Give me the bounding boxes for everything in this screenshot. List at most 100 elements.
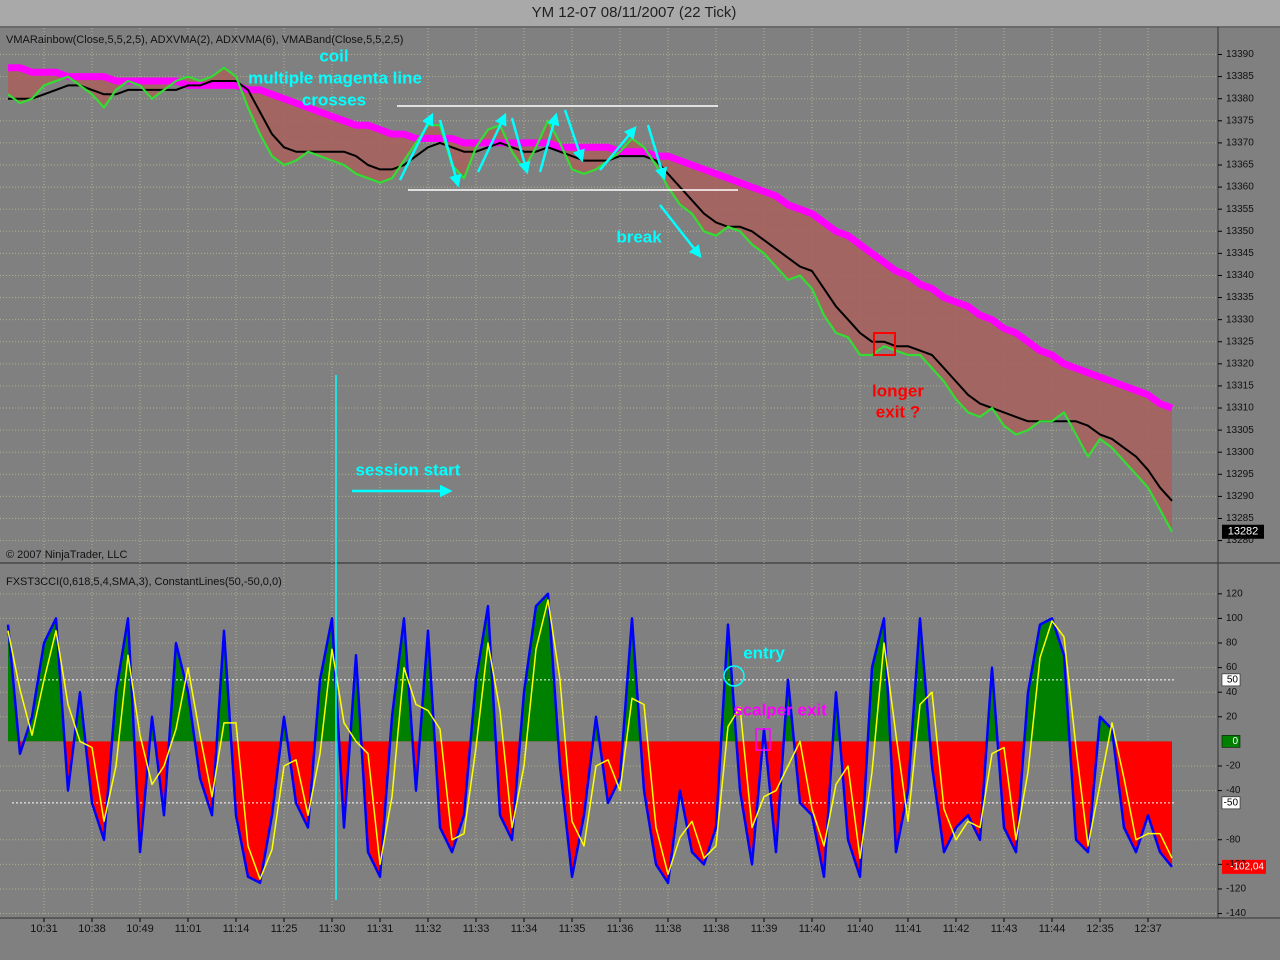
annotation: coil (319, 46, 348, 65)
y-tick-label: 13295 (1226, 469, 1254, 480)
exit-box (873, 332, 896, 356)
indicator-label: VMARainbow(Close,5,5,2,5), ADXVMA(2), AD… (6, 34, 403, 46)
y-tick-label: 13280 (1226, 535, 1254, 546)
arrow (438, 119, 462, 188)
x-tick-label: 11:38 (703, 923, 730, 935)
annotation: longer (872, 381, 924, 400)
y-tick-label: 100 (1226, 613, 1243, 624)
y-tick-label: 13365 (1226, 160, 1254, 171)
arrow (599, 126, 637, 171)
arrow (538, 112, 560, 173)
y-tick-label: 13345 (1226, 248, 1254, 259)
arrow (646, 124, 668, 181)
x-tick-label: 11:35 (559, 923, 586, 935)
y-tick-label: 20 (1226, 711, 1238, 722)
cci-fill-below (18, 741, 1172, 883)
constant-marker (1221, 673, 1241, 687)
series-line (7, 66, 1173, 533)
y-tick-label: 13390 (1226, 49, 1254, 60)
constant-label: 0 (1232, 736, 1238, 747)
x-tick-label: 12:37 (1134, 923, 1162, 935)
x-tick-label: 11:14 (223, 923, 250, 935)
drawings (335, 105, 896, 900)
y-tick-label: 13340 (1226, 270, 1254, 281)
exit-box (755, 728, 771, 751)
y-tick-label: 13350 (1226, 226, 1254, 237)
credit: © 2007 NinjaTrader, LLC (6, 549, 127, 561)
x-tick-label: 10:31 (30, 923, 58, 935)
y-tick-label: -120 (1226, 884, 1246, 895)
arrow (398, 112, 434, 181)
x-tick-label: 11:33 (463, 923, 490, 935)
y-tick-label: 13300 (1226, 447, 1254, 458)
constant-marker (1221, 796, 1241, 810)
x-tick-label: 11:01 (175, 923, 202, 935)
y-tick-label: 13375 (1226, 115, 1254, 126)
y-tick-label: 40 (1226, 687, 1238, 698)
series-line (6, 592, 1173, 885)
annotation: entry (743, 643, 785, 662)
y-tick-label: 60 (1226, 662, 1238, 673)
data (6, 64, 1266, 885)
annotation: multiple magenta line (248, 68, 422, 87)
last-value-box (1222, 859, 1266, 874)
y-tick-label: 13305 (1226, 425, 1254, 436)
y-tick-label: 13370 (1226, 138, 1254, 149)
series-line (8, 80, 1173, 502)
x-tick-label: 11:38 (655, 923, 682, 935)
arrows (352, 109, 702, 498)
arrow (659, 204, 702, 258)
annotation: break (616, 227, 662, 246)
annotation: scalper exit (733, 700, 827, 719)
y-tick-label: 13325 (1226, 336, 1254, 347)
x-tick-label: 11:30 (319, 923, 346, 935)
entry-circle (723, 665, 745, 687)
arrow (563, 109, 585, 163)
y-tick-label: 13320 (1226, 358, 1254, 369)
x-tick-label: 11:36 (607, 923, 634, 935)
x-tick-label: 11:43 (991, 923, 1018, 935)
y-tick-label: 80 (1226, 638, 1238, 649)
y-tick-label: 13385 (1226, 71, 1254, 82)
series-line (7, 599, 1173, 880)
y-tick-label: -80 (1226, 834, 1241, 845)
constant-label: 50 (1227, 675, 1239, 686)
window-title: YM 12-07 08/11/2007 (22 Tick) (532, 4, 737, 21)
x-tick-label: 11:40 (799, 923, 826, 935)
y-tick-label: 13330 (1226, 314, 1254, 325)
annotation: session start (356, 460, 461, 479)
x-tick-label: 11:25 (271, 923, 298, 935)
x-tick-label: 10:49 (126, 923, 154, 935)
y-tick-label: 13360 (1226, 182, 1254, 193)
x-tick-label: 11:42 (943, 923, 970, 935)
annotation: crosses (302, 90, 366, 109)
arrow (510, 117, 531, 175)
title-bar (0, 0, 1280, 26)
indicator-label: FXST3CCI(0,618,5,4,SMA,3), ConstantLines… (6, 576, 282, 588)
y-tick-label: 13355 (1226, 204, 1254, 215)
y-tick-label: 13315 (1226, 381, 1254, 392)
y-tick-label: 13290 (1226, 491, 1254, 502)
x-tick-label: 10:38 (78, 923, 106, 935)
labels: VMARainbow(Close,5,5,2,5), ADXVMA(2), AD… (6, 34, 1264, 935)
x-tick-label: 11:40 (847, 923, 874, 935)
y-tick-label: -140 (1226, 908, 1246, 919)
x-tick-label: 11:32 (415, 923, 442, 935)
x-tick-label: 11:44 (1039, 923, 1066, 935)
last-value: -102,04 (1230, 862, 1264, 873)
y-tick-label: 13310 (1226, 403, 1254, 414)
y-tick-label: 13285 (1226, 513, 1254, 524)
y-tick-label: -100 (1226, 859, 1246, 870)
y-tick-label: 13380 (1226, 93, 1254, 104)
arrow (476, 112, 507, 173)
constant-label: -50 (1224, 798, 1239, 809)
x-tick-label: 11:34 (511, 923, 538, 935)
last-price: 13282 (1228, 526, 1259, 538)
annotation: exit ? (876, 402, 920, 421)
x-tick-label: 12:35 (1086, 923, 1114, 935)
y-tick-label: 120 (1226, 588, 1243, 599)
x-tick-label: 11:41 (895, 923, 922, 935)
y-tick-label: -20 (1226, 761, 1241, 772)
